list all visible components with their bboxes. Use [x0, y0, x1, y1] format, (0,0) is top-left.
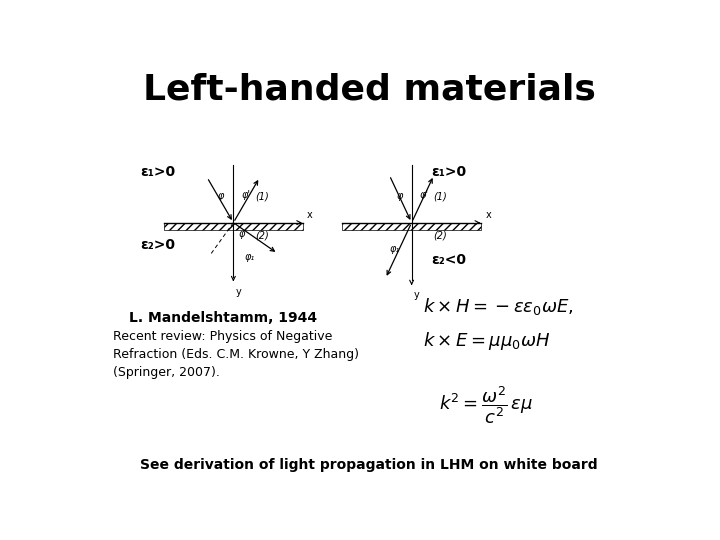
Text: φ': φ' [419, 190, 428, 200]
Text: φ₁: φ₁ [390, 244, 400, 254]
Text: $k^2 = \dfrac{\omega^2}{c^2}\,\varepsilon\mu$: $k^2 = \dfrac{\omega^2}{c^2}\,\varepsilo… [438, 384, 533, 426]
Text: Left-handed materials: Left-handed materials [143, 72, 595, 106]
Text: ε₁>0: ε₁>0 [431, 165, 466, 179]
Text: x: x [307, 210, 312, 220]
Text: φ: φ [239, 228, 246, 239]
Text: Recent review: Physics of Negative
Refraction (Eds. C.M. Krowne, Y Zhang)
(Sprin: Recent review: Physics of Negative Refra… [113, 330, 359, 380]
Text: $k \times H = -\varepsilon\varepsilon_0\omega E,$: $k \times H = -\varepsilon\varepsilon_0\… [423, 296, 574, 317]
Text: φ: φ [396, 191, 402, 201]
Text: See derivation of light propagation in LHM on white board: See derivation of light propagation in L… [140, 457, 598, 471]
Text: (1): (1) [255, 192, 269, 201]
Text: x: x [485, 210, 491, 220]
Text: y: y [235, 287, 241, 296]
Text: ε₁>0: ε₁>0 [140, 165, 176, 179]
Text: y: y [414, 291, 420, 300]
Text: φ₁: φ₁ [245, 252, 256, 261]
Text: φ: φ [217, 191, 224, 201]
Text: φ': φ' [241, 190, 250, 200]
Text: (2): (2) [433, 230, 447, 240]
Text: (2): (2) [255, 230, 269, 240]
Text: ε₂<0: ε₂<0 [431, 253, 466, 267]
Text: L. Mandelshtamm, 1944: L. Mandelshtamm, 1944 [129, 311, 317, 325]
Text: $k \times E = \mu\mu_0\omega H$: $k \times E = \mu\mu_0\omega H$ [423, 330, 551, 353]
Text: (1): (1) [433, 192, 447, 201]
Text: ε₂>0: ε₂>0 [140, 238, 176, 252]
